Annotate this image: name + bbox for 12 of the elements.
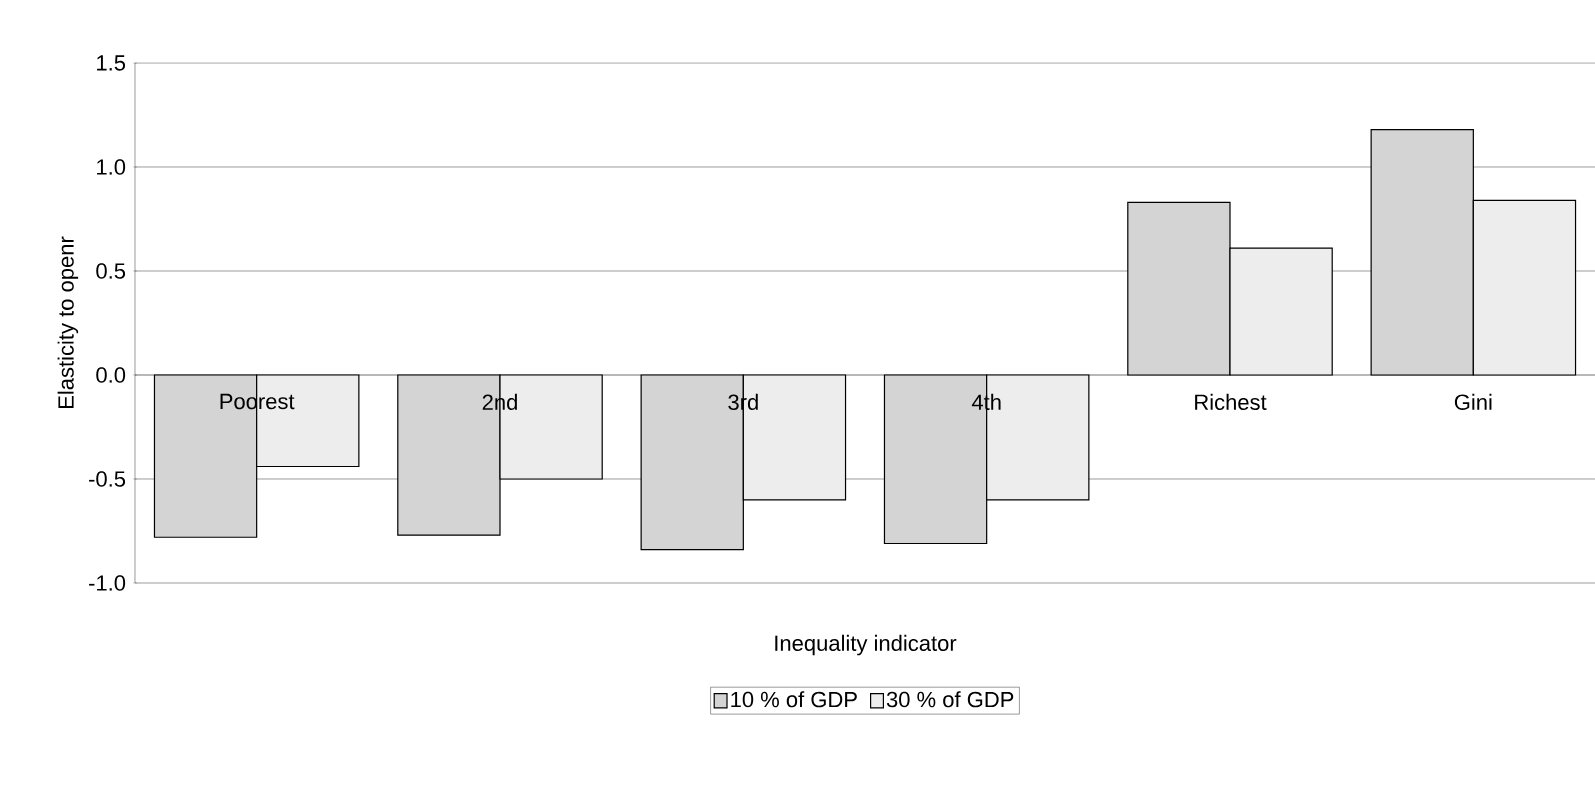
y-tick-label: 0.0 bbox=[96, 367, 126, 383]
x-tick-label: Richest bbox=[1195, 393, 1267, 411]
legend-label: 30 % of GDP bbox=[886, 691, 1014, 708]
y-tick-label: 1.5 bbox=[97, 55, 126, 71]
y-tick-label: -0.5 bbox=[89, 471, 126, 487]
y-tick-label: -1.0 bbox=[89, 575, 126, 591]
x-axis-title: Inequality indicator bbox=[775, 634, 957, 656]
y-tick-label: 1.0 bbox=[97, 159, 126, 175]
y-tick-label: 0.5 bbox=[96, 263, 126, 279]
x-tick-label: Gini bbox=[1454, 393, 1492, 411]
legend-label: 10 % of GDP bbox=[731, 691, 857, 708]
y-axis-title: Elasticity to openr bbox=[57, 236, 79, 409]
